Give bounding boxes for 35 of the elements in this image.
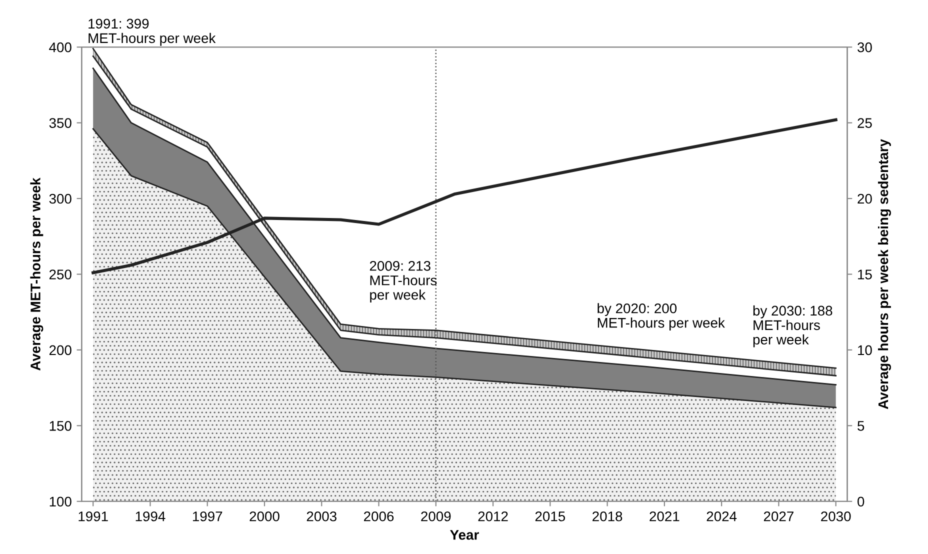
y-tick-label: 350 xyxy=(49,118,72,128)
y2-tick-label: 0 xyxy=(858,496,864,507)
x-tick-label: 2018 xyxy=(592,511,622,522)
x-tick-label: 2003 xyxy=(306,511,336,522)
y-tick-label: 400 xyxy=(49,42,72,52)
annotation: 2009: 213 MET-hours per week xyxy=(370,260,437,302)
y2-tick-label: 15 xyxy=(858,270,872,280)
x-tick-label: 2015 xyxy=(535,511,566,522)
y2-tick-label: 10 xyxy=(858,345,872,356)
x-tick-label: 2021 xyxy=(650,511,680,522)
y-tick-label: 200 xyxy=(49,345,72,356)
x-tick-label: 2027 xyxy=(764,511,794,522)
x-tick-label: 2012 xyxy=(478,511,508,522)
y-tick-label: 150 xyxy=(50,420,72,431)
x-tick-label: 1991 xyxy=(78,511,108,522)
x-tick-label: 2009 xyxy=(421,511,451,522)
y2-axis-title: Average hours per week being sedentary xyxy=(878,139,891,410)
y-tick-label: 300 xyxy=(49,194,72,204)
annotation: by 2020: 200 MET-hours per week xyxy=(598,303,725,330)
x-axis-title: Year xyxy=(450,530,479,540)
y2-tick-label: 20 xyxy=(858,194,872,204)
y-tick-label: 250 xyxy=(49,270,72,280)
x-tick-label: 1997 xyxy=(192,511,222,522)
y2-tick-label: 5 xyxy=(858,421,864,431)
y2-tick-label: 30 xyxy=(858,42,872,52)
y-tick-label: 100 xyxy=(50,496,72,507)
x-tick-label: 2000 xyxy=(250,511,280,522)
y2-tick-label: 25 xyxy=(858,118,872,128)
x-tick-label: 2024 xyxy=(706,511,737,522)
x-tick-label: 2006 xyxy=(364,511,394,522)
y-axis-title: Average MET-hours per week xyxy=(30,178,44,370)
annotation: 1991: 399 MET-hours per week xyxy=(88,18,216,46)
annotation: by 2030: 188 MET-hours per week xyxy=(753,305,832,348)
x-tick-label: 1994 xyxy=(136,511,166,522)
x-tick-label: 2030 xyxy=(821,511,851,522)
